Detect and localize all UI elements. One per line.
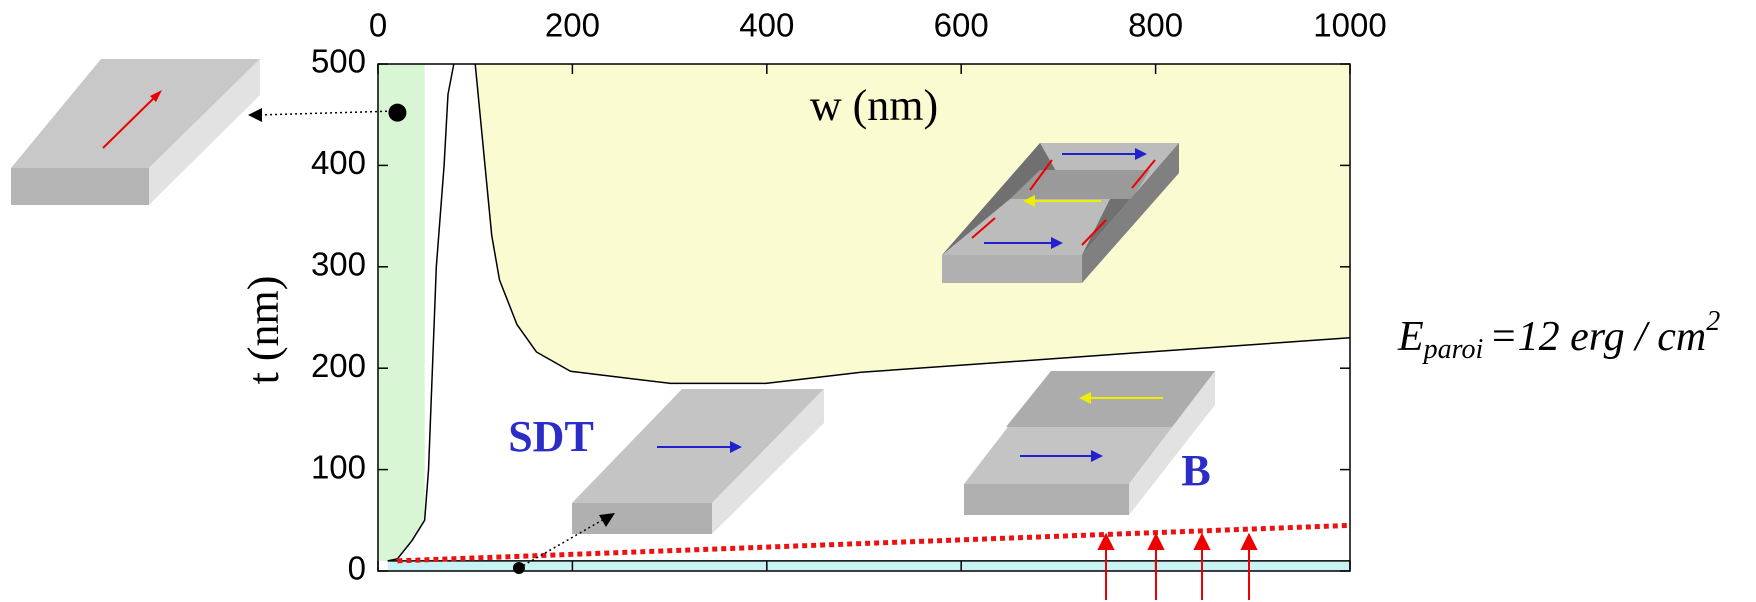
region-area <box>387 560 1351 571</box>
field-arrows <box>1097 532 1258 600</box>
y-tick-label: 500 <box>311 43 366 80</box>
boundary-line <box>387 63 455 562</box>
sdt-label: SDT <box>508 412 594 461</box>
illustration-single-domain-perpendicular <box>11 59 260 205</box>
y-tick-label: 200 <box>311 347 366 384</box>
formula: Eparoi =12 erg / cm2 <box>1397 306 1720 365</box>
axes: 0 200 400 600 800 1000 0 100 200 300 400 500 <box>311 7 1387 587</box>
x-tick-label: 600 <box>934 7 989 44</box>
formula-exponent: 2 <box>1706 306 1720 337</box>
formula-symbol: E <box>1397 314 1424 360</box>
x-tick-label: 1000 <box>1313 7 1386 44</box>
formula-subscript: paroi <box>1422 334 1484 365</box>
dotted-boundary <box>397 522 1351 564</box>
illustration-landau <box>942 143 1179 283</box>
x-tick-label: 0 <box>369 7 387 44</box>
y-axis-label: t (nm) <box>239 276 288 385</box>
region-area <box>378 64 425 561</box>
y-tick-label: 300 <box>311 246 366 283</box>
y-tick-label: 400 <box>311 144 366 181</box>
x-axis-label: w (nm) <box>810 81 938 130</box>
point <box>512 561 525 574</box>
pointer-arrows <box>248 108 615 569</box>
boundary-line <box>474 63 1351 385</box>
x-tick-label: 800 <box>1128 7 1183 44</box>
b-label: B <box>1181 446 1210 495</box>
point <box>388 103 407 122</box>
lines <box>387 63 1351 564</box>
points <box>388 103 525 574</box>
x-tick-label: 200 <box>545 7 600 44</box>
plot-frame <box>377 63 1351 572</box>
illustration-sdt <box>572 389 824 534</box>
formula-body: =12 erg / cm <box>1489 314 1706 360</box>
y-tick-label: 100 <box>311 448 366 485</box>
illustration-b <box>964 371 1215 515</box>
x-tick-label: 400 <box>739 7 794 44</box>
y-tick-label: 0 <box>348 550 366 587</box>
